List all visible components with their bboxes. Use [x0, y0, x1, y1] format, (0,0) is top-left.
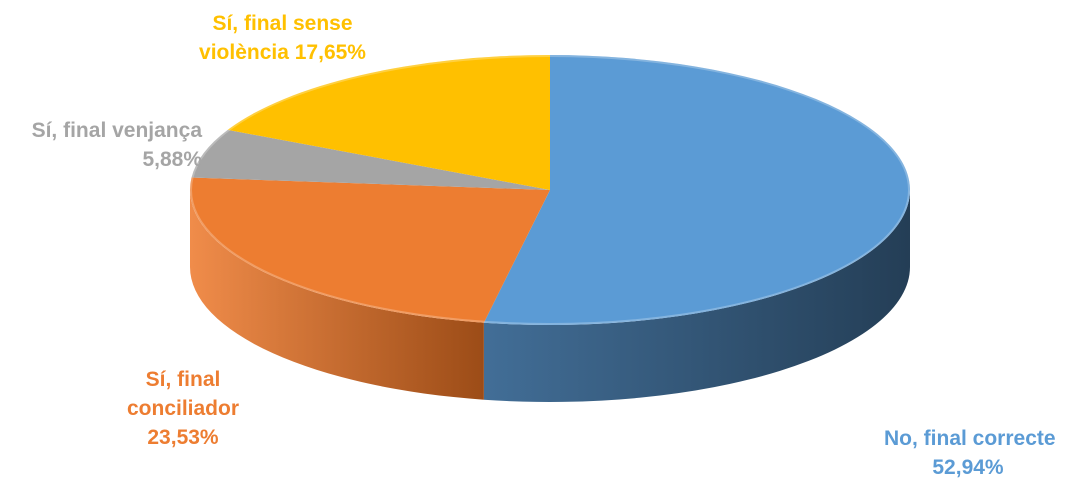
data-label-si-final-conciliador-value: 23,53%	[147, 426, 219, 449]
data-label-si-final-sense-violencia-text-2a: violència	[199, 41, 289, 64]
data-label-si-final-conciliador-text-1: Sí, final	[145, 368, 221, 391]
pie-side-no-final-correcte	[483, 190, 910, 402]
data-label-si-final-sense-violencia-value: 17,65%	[294, 41, 366, 64]
pie-slice-si-final-venjanca	[191, 129, 550, 190]
data-label-no-final-correcte-text: No, final correcte	[884, 427, 1056, 450]
data-label-no-final-correcte-value: 52,94%	[932, 456, 1004, 479]
data-label-si-final-venjanca-value: 5,88%	[142, 148, 202, 171]
data-label-si-final-venjanca-text: Sí, final venjança	[31, 119, 202, 142]
data-label-si-final-conciliador: Sí, final conciliador 23,53%	[123, 365, 243, 452]
data-label-si-final-venjanca: Sí, final venjança 5,88%	[0, 116, 202, 174]
pie-side-si-final-conciliador	[190, 190, 484, 400]
pie-slice-si-final-conciliador	[190, 177, 550, 323]
data-label-si-final-sense-violencia-text-1: Sí, final sense	[212, 12, 353, 35]
data-label-si-final-sense-violencia: Sí, final sense violència 17,65%	[180, 9, 385, 67]
data-label-si-final-sense-violencia-text-2: violència 17,65%	[180, 38, 385, 67]
pie-slice-no-final-correcte	[483, 55, 910, 325]
data-label-si-final-conciliador-text-2: conciliador	[126, 397, 240, 420]
pie-slice-si-final-sense-violencia	[227, 55, 551, 190]
pie-sides	[190, 190, 910, 402]
pie-tops	[190, 55, 910, 325]
pie-top-rim	[190, 55, 910, 325]
data-label-no-final-correcte: No, final correcte 52,94%	[884, 424, 1056, 482]
